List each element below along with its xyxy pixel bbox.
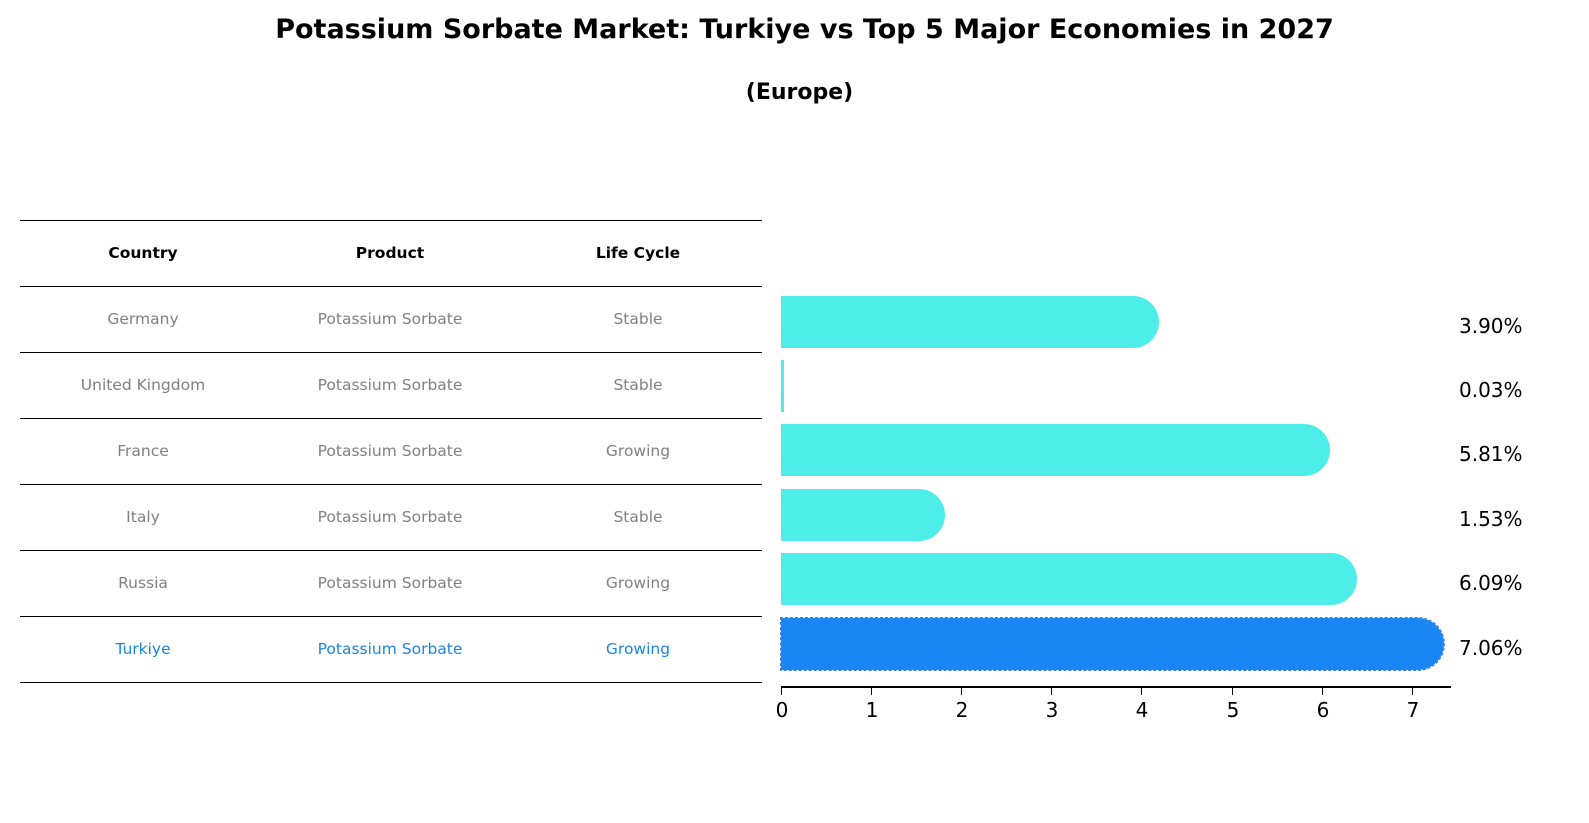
- bar-value-label: 5.81%: [1459, 442, 1523, 466]
- x-tick-label: 6: [1316, 698, 1330, 722]
- cell-country: Turkiye: [115, 640, 171, 658]
- bar-value-label: 7.06%: [1459, 636, 1523, 660]
- column-header-product: Product: [355, 244, 425, 262]
- x-tick: [1412, 687, 1413, 695]
- x-tick: [1322, 687, 1323, 695]
- cell-country: Russia: [118, 574, 168, 592]
- cell-product: Potassium Sorbate: [317, 442, 463, 460]
- bar-value-label: 6.09%: [1459, 571, 1523, 595]
- chart-subtitle: (Europe): [745, 80, 854, 105]
- bar-value-label: 3.90%: [1459, 314, 1523, 338]
- bar-value-label: 0.03%: [1459, 378, 1523, 402]
- x-tick-label: 7: [1406, 698, 1420, 722]
- cell-life-cycle: Growing: [605, 640, 671, 658]
- cell-country: Germany: [107, 310, 179, 328]
- cell-product: Potassium Sorbate: [317, 310, 463, 328]
- cell-life-cycle: Stable: [613, 310, 663, 328]
- x-tick-label: 0: [775, 698, 789, 722]
- cell-country: Italy: [126, 508, 160, 526]
- table-row: Russia Potassium Sorbate Growing: [20, 550, 762, 616]
- x-tick: [871, 687, 872, 695]
- bar-turkiye-highlighted: [780, 617, 1445, 671]
- cell-product: Potassium Sorbate: [317, 508, 463, 526]
- cell-product: Potassium Sorbate: [317, 640, 463, 658]
- cell-country: United Kingdom: [80, 376, 206, 394]
- bar-france: [781, 424, 1330, 476]
- table-row: Italy Potassium Sorbate Stable: [20, 484, 762, 550]
- bar-germany: [781, 296, 1159, 348]
- table-header-row: Country Product Life Cycle: [20, 220, 762, 286]
- x-tick-label: 3: [1045, 698, 1059, 722]
- cell-life-cycle: Stable: [613, 508, 663, 526]
- x-tick: [781, 687, 782, 695]
- cell-life-cycle: Growing: [605, 442, 671, 460]
- x-tick: [1051, 687, 1052, 695]
- cell-product: Potassium Sorbate: [317, 574, 463, 592]
- bar-united-kingdom: [781, 360, 784, 412]
- cell-country: France: [117, 442, 169, 460]
- x-tick-label: 2: [955, 698, 969, 722]
- data-table: Country Product Life Cycle Germany Potas…: [20, 220, 762, 683]
- x-tick-label: 1: [865, 698, 879, 722]
- cell-life-cycle: Stable: [613, 376, 663, 394]
- table-row: Germany Potassium Sorbate Stable: [20, 286, 762, 352]
- x-tick-label: 5: [1226, 698, 1240, 722]
- bar-chart: 3.90% 0.03% 5.81% 1.53% 6.09% 7.06% 0 1 …: [776, 290, 1581, 770]
- chart-title: Potassium Sorbate Market: Turkiye vs Top…: [275, 14, 1334, 45]
- column-header-country: Country: [108, 244, 178, 262]
- table-row: France Potassium Sorbate Growing: [20, 418, 762, 484]
- column-header-life-cycle: Life Cycle: [595, 244, 681, 262]
- bar-value-label: 1.53%: [1459, 507, 1523, 531]
- table-row: United Kingdom Potassium Sorbate Stable: [20, 352, 762, 418]
- x-tick: [1141, 687, 1142, 695]
- x-axis-line: [781, 686, 1451, 688]
- table-row-highlighted: Turkiye Potassium Sorbate Growing: [20, 616, 762, 683]
- cell-life-cycle: Growing: [605, 574, 671, 592]
- bar-italy: [781, 489, 945, 541]
- bar-russia: [781, 553, 1357, 605]
- x-tick: [1232, 687, 1233, 695]
- x-tick: [961, 687, 962, 695]
- cell-product: Potassium Sorbate: [317, 376, 463, 394]
- x-tick-label: 4: [1135, 698, 1149, 722]
